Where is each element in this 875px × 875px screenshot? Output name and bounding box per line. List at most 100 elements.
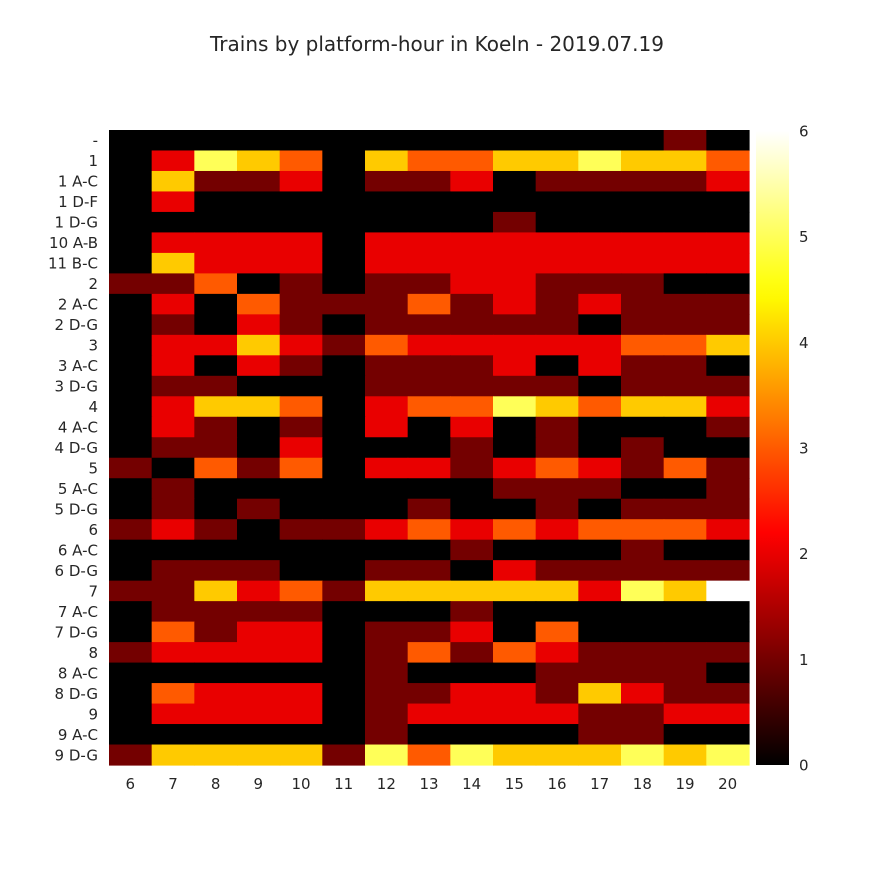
heatmap-cell: [578, 662, 622, 684]
heatmap-cell: [407, 519, 451, 541]
heatmap-cell: [151, 252, 195, 274]
heatmap-cell: [621, 560, 665, 582]
heatmap-cell: [450, 150, 494, 172]
heatmap-cell: [578, 396, 622, 418]
heatmap-cell: [450, 662, 494, 684]
heatmap-cell: [493, 293, 537, 315]
heatmap-cell: [151, 744, 195, 766]
heatmap-cell: [237, 683, 281, 705]
heatmap-cell: [365, 724, 409, 746]
heatmap-cell: [450, 170, 494, 193]
heatmap-cell: [535, 252, 579, 274]
heatmap-cell: [151, 519, 195, 541]
x-tick-label: 6: [126, 775, 136, 793]
heatmap-cell: [365, 683, 409, 705]
heatmap-cell: [493, 170, 537, 193]
heatmap-cell: [279, 150, 323, 172]
heatmap-cell: [578, 273, 622, 295]
heatmap-cell: [237, 478, 281, 500]
heatmap-cell: [237, 252, 281, 274]
heatmap-cell: [407, 150, 451, 172]
heatmap-cell: [621, 252, 665, 274]
heatmap-cell: [194, 519, 238, 541]
heatmap-cell: [194, 642, 238, 664]
heatmap-cell: [578, 252, 622, 274]
heatmap-cell: [578, 150, 622, 172]
heatmap-cell: [578, 416, 622, 438]
heatmap-cell: [535, 539, 579, 561]
heatmap-cell: [621, 273, 665, 295]
heatmap-cell: [706, 498, 750, 520]
heatmap-cell: [194, 416, 238, 438]
heatmap-cell: [450, 375, 494, 397]
heatmap-cell: [365, 355, 409, 377]
heatmap-cell: [493, 724, 537, 746]
x-tick-label: 13: [419, 775, 438, 793]
heatmap-cell: [578, 170, 622, 193]
heatmap-cell: [194, 744, 238, 766]
heatmap-cell: [194, 191, 238, 213]
heatmap-cell: [578, 621, 622, 643]
heatmap-cell: [621, 293, 665, 315]
heatmap-cell: [365, 232, 409, 254]
heatmap-cell: [322, 416, 366, 438]
heatmap-cell: [109, 662, 153, 684]
heatmap-cell: [578, 560, 622, 582]
heatmap-cell: [237, 355, 281, 377]
heatmap-cell: [450, 211, 494, 234]
heatmap-cell: [450, 416, 494, 438]
heatmap-cell: [450, 314, 494, 336]
heatmap-cell: [194, 437, 238, 459]
heatmap-cell: [151, 621, 195, 643]
heatmap-cell: [578, 130, 622, 152]
heatmap-cell: [365, 416, 409, 438]
heatmap-cell: [109, 601, 153, 623]
heatmap-cell: [663, 478, 707, 500]
heatmap-cell: [663, 539, 707, 561]
y-tick-label: 1 A-C: [58, 173, 98, 191]
heatmap-cell: [450, 252, 494, 274]
heatmap-cell: [706, 703, 750, 725]
heatmap-cell: [322, 662, 366, 684]
heatmap-cell: [535, 437, 579, 459]
heatmap-cell: [450, 273, 494, 295]
heatmap-cell: [450, 642, 494, 664]
heatmap-cell: [450, 478, 494, 500]
heatmap-cell: [493, 703, 537, 725]
heatmap-cell: [493, 560, 537, 582]
heatmap-cell: [493, 580, 537, 602]
heatmap-cell: [706, 580, 750, 602]
heatmap-cell: [578, 601, 622, 623]
heatmap-cell: [109, 293, 153, 315]
y-tick-label: 9 D-G: [55, 746, 98, 764]
x-tick-label: 10: [291, 775, 310, 793]
heatmap-cell: [493, 130, 537, 152]
heatmap-cell: [322, 314, 366, 336]
heatmap-cell: [621, 211, 665, 234]
heatmap-cell: [237, 273, 281, 295]
heatmap-cell: [151, 232, 195, 254]
heatmap-cell: [237, 416, 281, 438]
heatmap-cell: [621, 519, 665, 541]
heatmap-cell: [279, 478, 323, 500]
heatmap-cell: [663, 375, 707, 397]
heatmap-cell: [663, 457, 707, 479]
heatmap-cell: [663, 396, 707, 418]
heatmap-cell: [407, 273, 451, 295]
heatmap-cell: [535, 744, 579, 766]
heatmap-cell: [279, 437, 323, 459]
heatmap-cell: [578, 375, 622, 397]
heatmap-cell: [109, 621, 153, 643]
heatmap-cell: [194, 334, 238, 356]
heatmap-cell: [151, 293, 195, 315]
heatmap-cell: [621, 703, 665, 725]
heatmap-cell: [322, 601, 366, 623]
x-tick-label: 7: [168, 775, 178, 793]
heatmap-cell: [151, 703, 195, 725]
heatmap-cell: [194, 724, 238, 746]
heatmap-cell: [578, 498, 622, 520]
heatmap-cell: [365, 273, 409, 295]
heatmap-cell: [663, 416, 707, 438]
heatmap-cell: [663, 150, 707, 172]
heatmap-cell: [279, 519, 323, 541]
